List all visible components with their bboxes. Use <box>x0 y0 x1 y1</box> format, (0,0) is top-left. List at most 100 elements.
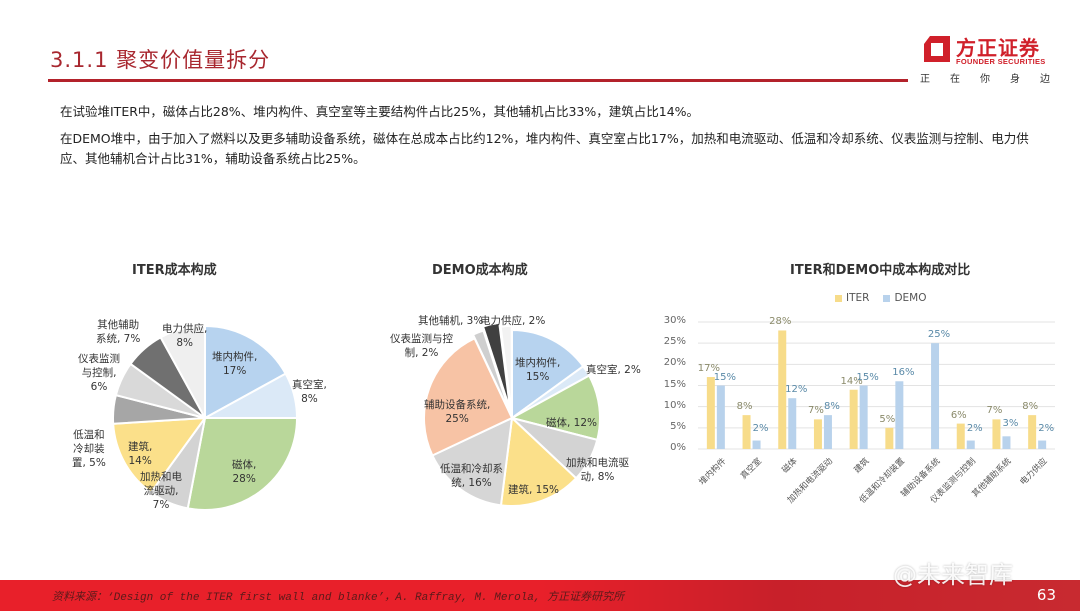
bar-value-label: 17% <box>697 363 720 375</box>
pie-slice-label: 其他辅机, 3% <box>418 315 484 327</box>
y-tick-label: 20% <box>663 357 686 369</box>
logo-english-name: FOUNDER SECURITIES <box>956 57 1046 66</box>
bar-iter <box>992 419 1001 449</box>
company-logo: 方正证券 FOUNDER SECURITIES 正 在 你 身 边 <box>918 30 1058 90</box>
watermark: @未来智库 <box>893 561 1013 589</box>
iter-pie-title: ITER成本构成 <box>132 263 217 278</box>
bar-value-label: 8% <box>824 401 840 413</box>
bar-iter <box>706 377 715 449</box>
pie-slice-label: 电力供应, 2% <box>480 315 546 327</box>
demo-pie-title: DEMO成本构成 <box>432 263 528 278</box>
pie-slice-label: 低温和 冷却装 置, 5% <box>72 429 106 469</box>
bar-value-label: 16% <box>892 367 915 379</box>
y-tick-label: 10% <box>663 399 686 411</box>
paragraph-iter: 在试验堆ITER中，磁体占比28%、堆内构件、真空室等主要结构件占比25%，其他… <box>60 104 700 119</box>
bar-demo <box>752 440 761 449</box>
legend-label-iter: ITER <box>846 292 870 304</box>
page-number: 63 <box>1036 586 1056 604</box>
bar-iter <box>885 427 894 449</box>
y-tick-label: 25% <box>663 336 686 348</box>
bar-value-label: 15% <box>856 371 879 383</box>
bar-demo <box>716 385 725 449</box>
founder-logo-icon <box>924 36 950 62</box>
slogan-char: 边 <box>1040 74 1050 85</box>
bar-demo <box>788 398 797 449</box>
bar-value-label: 2% <box>1038 422 1055 434</box>
footer-bar: 资料来源：‘Design of the ITER first wall and … <box>0 580 1080 611</box>
slogan-char: 在 <box>950 74 960 85</box>
pie-slice <box>499 415 578 507</box>
slogan-char: 你 <box>980 74 990 85</box>
pie-slice <box>423 337 514 457</box>
bar-value-label: 5% <box>879 413 896 425</box>
pie-slice-label: 仪表监测与控 制, 2% <box>390 333 453 359</box>
slogan-char: 身 <box>1010 74 1020 85</box>
bar-value-label: 2% <box>752 422 769 434</box>
bar-iter <box>813 419 822 449</box>
bar-value-label: 7% <box>986 405 1003 417</box>
bar-iter <box>742 415 751 449</box>
pie-slice <box>481 321 512 411</box>
legend-item-iter: ITER <box>835 292 869 304</box>
bar-iter <box>956 423 965 449</box>
pie-slice-label: 建筑, 14% <box>128 441 153 467</box>
legend-label-demo: DEMO <box>894 292 927 304</box>
pie-slice <box>186 417 299 511</box>
bar-chart-title: ITER和DEMO中成本构成对比 <box>790 263 971 278</box>
pie-slice <box>499 325 513 415</box>
bar-iter <box>849 389 858 449</box>
legend-swatch-demo <box>883 294 891 302</box>
pie-slice <box>431 416 514 507</box>
pie-slice-label: 辅助设备系统, 25% <box>424 399 491 425</box>
pie-slice-label: 磁体, 12% <box>546 417 598 429</box>
pie-slice-label: 堆内构件, 15% <box>515 357 561 383</box>
y-tick-label: 0% <box>670 442 686 453</box>
bar-value-label: 8% <box>736 401 753 413</box>
title-divider <box>48 79 908 82</box>
bar-value-label: 25% <box>927 329 951 341</box>
pie-slice-label: 真空室, 2% <box>586 364 641 376</box>
bar-value-label: 3% <box>1002 418 1019 430</box>
bar-value-label: 15% <box>713 371 736 383</box>
bar-demo <box>931 343 940 449</box>
page-title: 3.1.1 聚变价值量拆分 <box>50 48 271 72</box>
bar-value-label: 8% <box>1022 401 1039 413</box>
pie-slice-label: 加热和电流驱 动, 8% <box>566 457 629 483</box>
pie-slice-label: 堆内构件, 17% <box>212 351 258 377</box>
y-tick-label: 15% <box>663 378 686 390</box>
bar-iter <box>1028 415 1037 449</box>
pie-slice-label: 加热和电 流驱动, 7% <box>140 471 182 511</box>
pie-slice <box>159 324 206 419</box>
y-tick-label: 30% <box>663 315 686 326</box>
logo-chinese-name: 方正证券 <box>956 36 1040 60</box>
bar-chart-legend: ITER DEMO <box>835 292 927 304</box>
bar-demo <box>895 381 904 449</box>
bar-value-label: 7% <box>808 405 824 417</box>
logo-slogan: 正 在 你 身 边 <box>920 70 1050 85</box>
legend-swatch-iter <box>835 294 842 302</box>
slogan-char: 正 <box>920 74 930 85</box>
bar-value-label: 28% <box>769 316 792 328</box>
pie-slice <box>509 374 601 442</box>
pie-slice-label: 低温和冷却系 统, 16% <box>440 463 503 489</box>
pie-slice <box>471 329 512 415</box>
bar-value-label: 2% <box>966 422 983 434</box>
bar-demo <box>966 440 975 449</box>
pie-slice-label: 真空室, 8% <box>292 379 327 405</box>
source-citation: 资料来源：‘Design of the ITER first wall and … <box>52 592 625 604</box>
bar-demo <box>823 415 832 449</box>
bar-demo <box>1038 440 1047 449</box>
pie-slice <box>112 416 208 494</box>
pie-slice-label: 电力供应, 8% <box>162 323 208 349</box>
pie-slice-label: 仪表监测 与控制, 6% <box>78 353 120 393</box>
bar-demo <box>859 385 868 449</box>
pie-slice-label: 建筑, 15% <box>508 484 560 496</box>
bar-value-label: 12% <box>785 384 808 396</box>
pie-slice <box>204 324 287 420</box>
bar-demo <box>1002 436 1011 449</box>
pie-slice-label: 其他辅助 系统, 7% <box>96 319 141 345</box>
paragraph-demo: 在DEMO堆中，由于加入了燃料以及更多辅助设备系统，磁体在总成本占比约12%，堆… <box>60 131 1029 166</box>
